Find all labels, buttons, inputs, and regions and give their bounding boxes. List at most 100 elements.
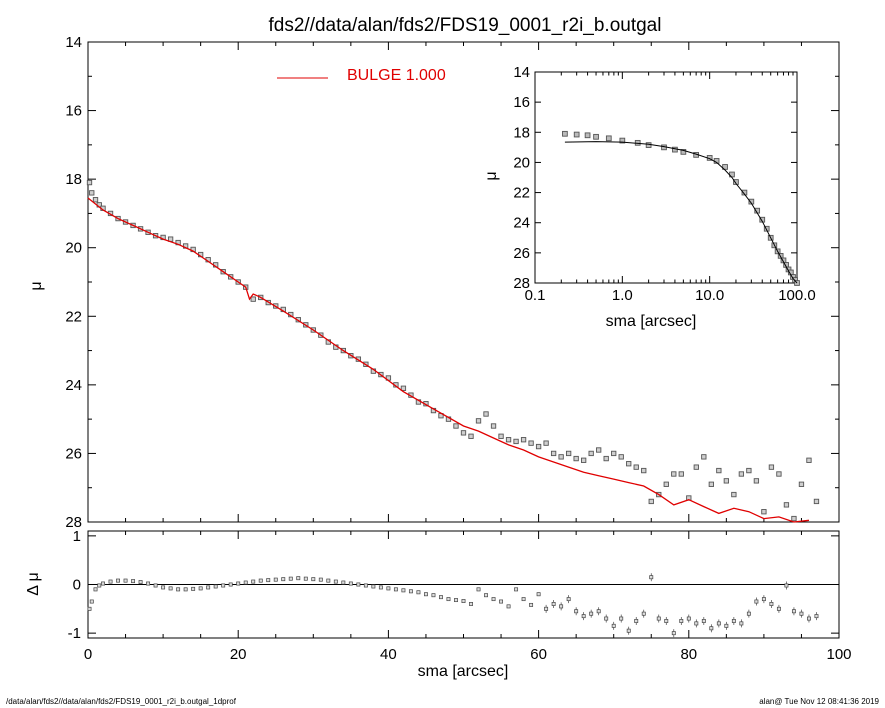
residual-data-point (221, 583, 226, 588)
inset-y-tick-label: 26 (513, 245, 530, 262)
residual-data-point (131, 579, 136, 584)
residual-data-point (363, 583, 368, 588)
main-data-point (558, 454, 564, 460)
residual-data-point (326, 578, 331, 583)
residual-data-point (168, 586, 173, 591)
x-tick-label: 80 (680, 646, 697, 663)
residual-data-point (589, 611, 594, 616)
residual-data-point (146, 581, 151, 586)
inset-data-point (680, 149, 687, 155)
main-data-point (693, 464, 699, 470)
residual-data-point (566, 597, 571, 602)
x-tick-label: 20 (230, 646, 247, 663)
residual-data-point (626, 628, 631, 633)
residual-data-point (529, 602, 534, 607)
inset-plot-frame (534, 71, 798, 284)
inset-data-point (763, 225, 770, 232)
residual-data-point (776, 606, 781, 611)
inset-data-point (584, 132, 591, 139)
residual-data-point (288, 576, 293, 581)
residual-data-point (198, 586, 203, 591)
footer-file-path: /data/alan/fds2//data/alan/fds2/FDS19_00… (6, 697, 236, 706)
residual-data-point (746, 611, 751, 616)
residual-data-point (596, 609, 601, 614)
residual-data-point (191, 586, 196, 591)
inset-data-point (645, 142, 652, 148)
inset-x-tick-label: 10.0 (695, 287, 724, 304)
inset-y-tick-label: 24 (513, 215, 530, 232)
residual-data-point (176, 587, 181, 592)
main-data-point (475, 418, 482, 424)
residual-data-point (408, 589, 413, 594)
residual-data-point (446, 597, 451, 602)
residual-data-point (484, 593, 488, 598)
residual-data-point (236, 581, 241, 586)
residual-data-point (491, 597, 496, 602)
residual-y-tick-label: 1 (73, 528, 81, 545)
main-y-tick-label: 16 (65, 103, 82, 120)
residual-data-point (807, 616, 811, 621)
residual-data-point (138, 580, 143, 585)
main-data-point (468, 433, 474, 439)
inset-data-point (573, 131, 580, 138)
main-data-point (753, 478, 760, 484)
residual-data-point (701, 619, 706, 623)
main-data-point (92, 197, 99, 203)
residual-data-point (97, 583, 102, 588)
main-data-point (498, 433, 504, 439)
inset-model-line (564, 141, 798, 284)
main-data-point (543, 440, 549, 446)
main-data-point (603, 455, 609, 462)
residual-data-point (318, 577, 323, 582)
residual-data-point (431, 593, 436, 598)
main-data-point (761, 509, 767, 515)
main-data-point (723, 478, 730, 484)
main-data-point (528, 440, 534, 446)
residual-data-point (378, 585, 383, 590)
inset-data-point (741, 189, 748, 196)
residual-data-point (213, 584, 218, 589)
residual-data-point (611, 623, 616, 628)
main-data-point (611, 450, 617, 457)
residual-data-point (521, 597, 526, 602)
residual-data-point (108, 579, 113, 584)
inset-x-axis-label: sma [arcsec] (606, 313, 697, 330)
x-tick-label: 40 (380, 646, 397, 663)
residual-data-point (784, 583, 789, 588)
main-data-point (460, 430, 467, 436)
residual-data-point (87, 606, 92, 611)
residual-data-point (694, 621, 699, 626)
residual-data-point (641, 611, 646, 616)
residual-data-point (303, 576, 308, 581)
residual-data-point (401, 588, 406, 593)
residual-data-point (664, 619, 669, 623)
residual-data-point (761, 597, 766, 602)
residual-data-point (671, 631, 676, 636)
residual-data-point (469, 602, 473, 606)
residual-data-point (386, 586, 391, 591)
x-tick-label: 0 (84, 646, 92, 663)
residual-data-point (296, 576, 301, 581)
residual-data-point (356, 582, 361, 587)
residual-data-point (739, 621, 744, 626)
residual-y-axis-label: Δ μ (25, 572, 42, 595)
residual-data-point (258, 578, 263, 583)
residual-data-point (101, 581, 105, 586)
main-data-point (565, 450, 572, 457)
main-data-point (588, 450, 594, 457)
main-data-point (86, 179, 93, 186)
residual-data-point (228, 582, 233, 587)
residual-data-point (251, 579, 256, 584)
residual-data-point (439, 595, 443, 600)
residual-data-point (559, 604, 564, 609)
residual-data-point (581, 614, 586, 619)
residual-data-point (634, 619, 639, 623)
residual-data-point (371, 584, 376, 589)
residual-data-point (461, 599, 466, 603)
residual-data-point (89, 599, 94, 604)
main-y-axis-label: μ (28, 281, 45, 290)
residual-data-point (454, 598, 458, 603)
residual-data-point (333, 579, 338, 584)
main-data-point (550, 450, 557, 457)
